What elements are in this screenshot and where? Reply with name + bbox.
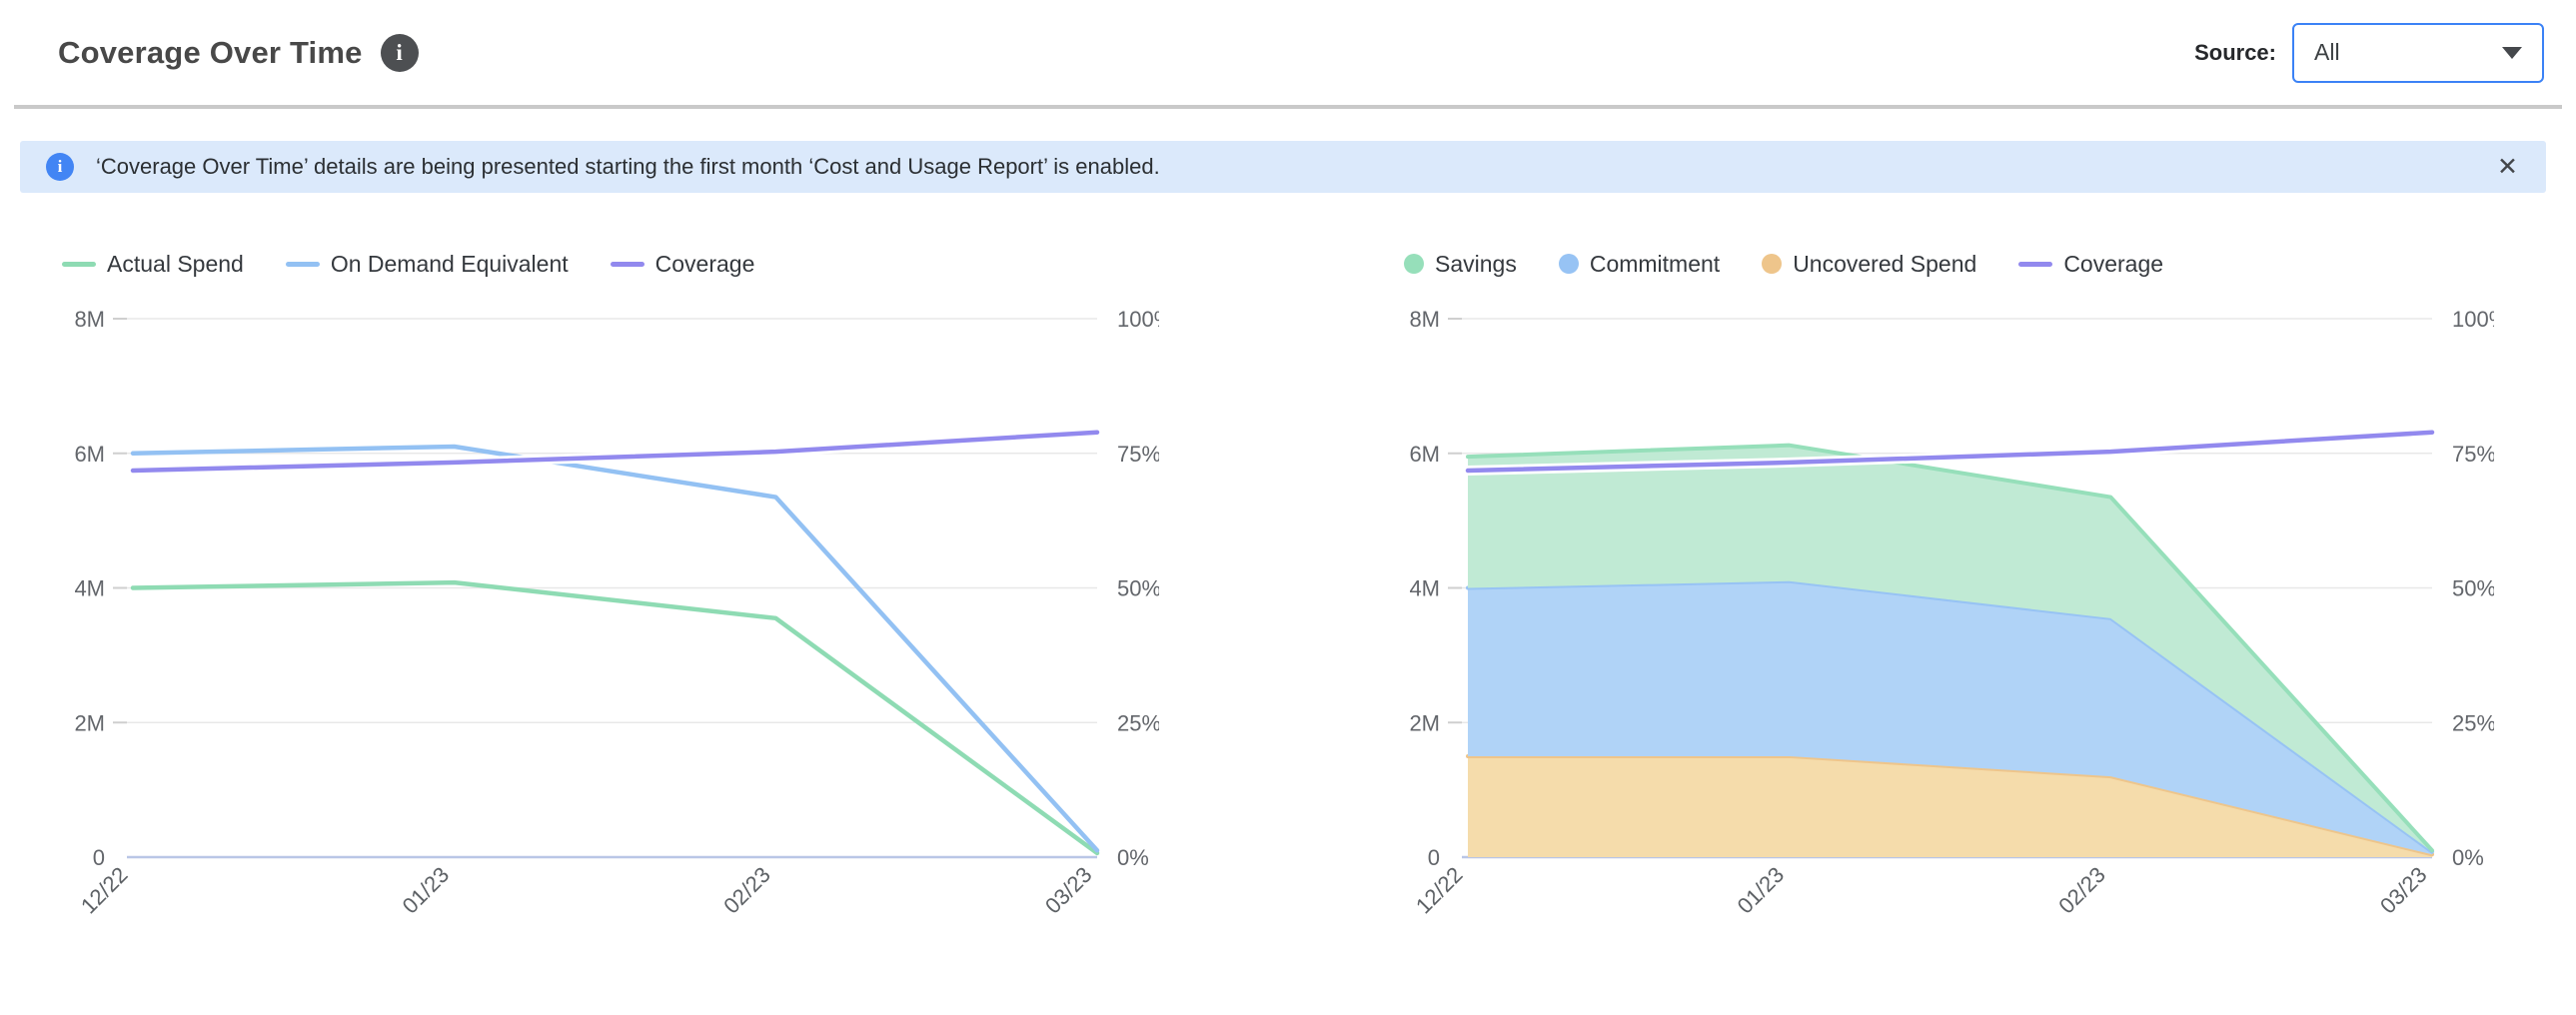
- x-axis-label: 03/23: [2375, 862, 2432, 919]
- x-axis-label: 12/22: [76, 862, 133, 919]
- y-axis-label-left: 6M: [1409, 442, 1440, 467]
- chevron-down-icon: [2502, 47, 2522, 59]
- legend-item-actual-spend[interactable]: Actual Spend: [62, 251, 244, 278]
- x-axis-label: 02/23: [718, 862, 775, 919]
- y-axis-label-right: 25%: [2452, 710, 2494, 735]
- widget-header: Coverage Over Time i Source: All: [0, 0, 2576, 105]
- legend-label: Uncovered Spend: [1793, 251, 1976, 278]
- legend-label: Coverage: [2063, 251, 2163, 278]
- savings-breakdown-area-chart-panel: Savings Commitment Uncovered Spend Cover…: [1288, 249, 2576, 960]
- line-chart-wrap: 8M 100% 6M 75% 4M 50% 2M 25% 0 0% 12/22 01/23 02/23 0…: [0, 301, 1288, 960]
- y-axis-label-left: 0: [93, 845, 105, 870]
- legend-item-savings[interactable]: Savings: [1404, 251, 1517, 278]
- charts-row: Actual Spend On Demand Equivalent Covera…: [0, 249, 2576, 960]
- info-icon-glyph: i: [396, 40, 402, 66]
- legend-item-uncovered-spend[interactable]: Uncovered Spend: [1762, 251, 1976, 278]
- source-select-value: All: [2314, 39, 2340, 66]
- source-select[interactable]: All: [2292, 23, 2544, 83]
- circle-marker-icon: [1404, 254, 1424, 274]
- y-axis-label-right: 75%: [2452, 442, 2494, 467]
- info-banner: i ‘Coverage Over Time’ details are being…: [20, 141, 2546, 193]
- y-axis-label-left: 2M: [1409, 710, 1440, 735]
- legend-label: Commitment: [1590, 251, 1720, 278]
- area-chart-legend: Savings Commitment Uncovered Spend Cover…: [1404, 249, 2576, 279]
- y-axis-label-right: 100%: [2452, 307, 2494, 332]
- line-marker-icon: [2018, 262, 2052, 267]
- circle-marker-icon: [1762, 254, 1782, 274]
- y-axis-label-right: 0%: [1117, 845, 1149, 870]
- y-axis-label-left: 0: [1428, 845, 1440, 870]
- line-marker-icon: [286, 262, 320, 267]
- coverage-area-chart: 8M 100% 6M 75% 4M 50% 2M 25% 0 0% 12/22 01/23 02/23 0…: [1335, 301, 2494, 960]
- y-axis-label-left: 8M: [1409, 307, 1440, 332]
- legend-item-coverage[interactable]: Coverage: [611, 251, 755, 278]
- legend-label: Actual Spend: [107, 251, 244, 278]
- info-icon[interactable]: i: [381, 34, 419, 72]
- banner-text: ‘Coverage Over Time’ details are being p…: [96, 154, 1160, 180]
- banner-close-button[interactable]: ✕: [2495, 155, 2520, 180]
- x-axis-label: 01/23: [398, 862, 455, 919]
- banner-info-icon-glyph: i: [58, 157, 63, 177]
- page-title: Coverage Over Time: [58, 35, 363, 71]
- y-axis-label-right: 75%: [1117, 442, 1159, 467]
- header-controls: Source: All: [2194, 23, 2544, 83]
- y-axis-label-right: 50%: [1117, 576, 1159, 601]
- circle-marker-icon: [1559, 254, 1579, 274]
- legend-item-on-demand-equivalent[interactable]: On Demand Equivalent: [286, 251, 569, 278]
- y-axis-label-left: 8M: [74, 307, 105, 332]
- source-label: Source:: [2194, 40, 2276, 66]
- legend-label: Coverage: [655, 251, 755, 278]
- coverage-line-chart: 8M 100% 6M 75% 4M 50% 2M 25% 0 0% 12/22 01/23 02/23 0…: [0, 301, 1159, 960]
- y-axis-label-right: 50%: [2452, 576, 2494, 601]
- legend-label: On Demand Equivalent: [331, 251, 569, 278]
- y-axis-label-right: 25%: [1117, 710, 1159, 735]
- y-axis-label-right: 0%: [2452, 845, 2484, 870]
- area-chart-wrap: 8M 100% 6M 75% 4M 50% 2M 25% 0 0% 12/22 01/23 02/23 0…: [1288, 301, 2576, 960]
- banner-info-icon: i: [46, 153, 74, 181]
- y-axis-label-left: 6M: [74, 442, 105, 467]
- header-divider: [14, 105, 2562, 109]
- legend-label: Savings: [1435, 251, 1517, 278]
- line-marker-icon: [62, 262, 96, 267]
- series-line-on-demand-equivalent: [133, 447, 1097, 850]
- x-axis-label: 01/23: [1733, 862, 1790, 919]
- close-icon: ✕: [2497, 153, 2518, 181]
- legend-item-coverage[interactable]: Coverage: [2018, 251, 2163, 278]
- y-axis-label-left: 4M: [1409, 576, 1440, 601]
- y-axis-label-right: 100%: [1117, 307, 1159, 332]
- line-marker-icon: [611, 262, 644, 267]
- spend-coverage-line-chart-panel: Actual Spend On Demand Equivalent Covera…: [0, 249, 1288, 960]
- x-axis-label: 03/23: [1040, 862, 1097, 919]
- line-chart-legend: Actual Spend On Demand Equivalent Covera…: [62, 249, 1288, 279]
- legend-item-commitment[interactable]: Commitment: [1559, 251, 1720, 278]
- x-axis-label: 12/22: [1411, 862, 1468, 919]
- y-axis-label-left: 4M: [74, 576, 105, 601]
- y-axis-label-left: 2M: [74, 710, 105, 735]
- series-line-actual-spend: [133, 582, 1097, 853]
- x-axis-label: 02/23: [2053, 862, 2110, 919]
